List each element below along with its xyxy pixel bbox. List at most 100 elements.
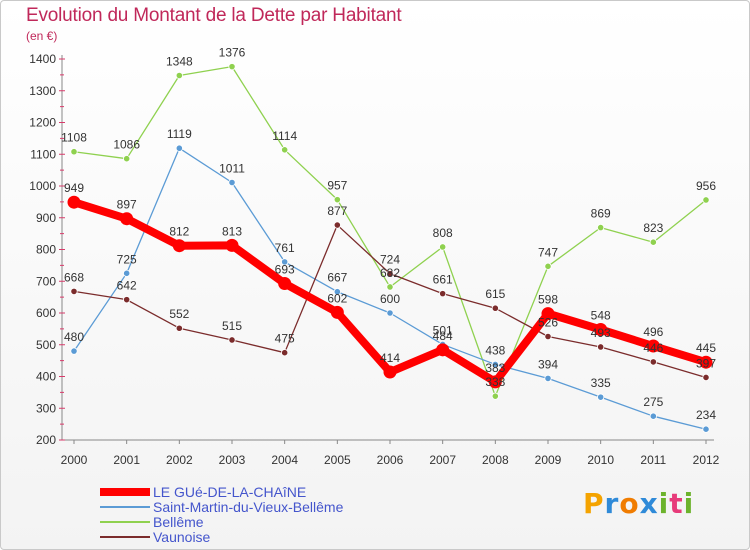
data-label: 548 bbox=[591, 309, 611, 323]
data-point bbox=[228, 63, 236, 71]
data-label: 949 bbox=[64, 181, 84, 195]
data-point bbox=[702, 373, 710, 382]
data-label: 812 bbox=[169, 225, 189, 239]
legend-swatch bbox=[100, 536, 150, 539]
data-label: 693 bbox=[275, 262, 295, 276]
data-label: 234 bbox=[696, 408, 716, 422]
data-point bbox=[175, 71, 183, 80]
data-label: 383 bbox=[485, 361, 505, 375]
data-point bbox=[594, 323, 608, 337]
x-tick-label: 2004 bbox=[271, 453, 298, 467]
data-label: 496 bbox=[643, 325, 663, 339]
data-label: 438 bbox=[485, 343, 505, 357]
data-label: 1119 bbox=[167, 127, 192, 141]
data-point bbox=[123, 155, 131, 163]
data-label: 446 bbox=[643, 341, 663, 355]
data-point bbox=[281, 349, 289, 357]
data-point bbox=[228, 336, 236, 344]
data-point bbox=[702, 196, 710, 204]
data-label: 1011 bbox=[219, 162, 245, 176]
x-tick-label: 2003 bbox=[219, 453, 246, 467]
y-tick-label: 200 bbox=[36, 433, 56, 447]
data-label: 484 bbox=[433, 329, 453, 343]
legend: LE GUé-DE-LA-CHAîNE Saint-Martin-du-Vieu… bbox=[100, 484, 343, 544]
data-point bbox=[649, 412, 657, 420]
data-point bbox=[649, 358, 657, 366]
legend-swatch bbox=[100, 488, 150, 497]
data-label: 552 bbox=[169, 307, 189, 321]
data-point bbox=[333, 221, 341, 229]
data-label: 515 bbox=[222, 319, 242, 333]
data-label: 813 bbox=[222, 224, 242, 238]
data-label: 667 bbox=[327, 271, 347, 285]
y-tick-label: 1200 bbox=[29, 116, 56, 130]
data-point bbox=[333, 196, 341, 204]
data-point bbox=[436, 343, 450, 357]
x-tick-label: 2007 bbox=[429, 453, 456, 467]
data-point bbox=[172, 239, 186, 253]
y-tick-label: 800 bbox=[36, 243, 56, 257]
data-label: 335 bbox=[591, 376, 611, 390]
data-point bbox=[544, 374, 552, 383]
y-tick-label: 500 bbox=[36, 338, 56, 352]
data-label: 602 bbox=[327, 291, 347, 305]
proxiti-logo: Proxiti bbox=[583, 487, 695, 520]
data-point bbox=[699, 355, 713, 369]
legend-label: LE GUé-DE-LA-CHAîNE bbox=[153, 483, 307, 500]
data-point bbox=[383, 365, 397, 379]
data-point bbox=[67, 195, 81, 209]
data-point bbox=[278, 276, 292, 290]
y-tick-label: 400 bbox=[36, 370, 56, 384]
data-label: 338 bbox=[485, 375, 505, 389]
y-tick-label: 1400 bbox=[29, 52, 56, 66]
data-label: 600 bbox=[380, 292, 400, 306]
data-label: 682 bbox=[380, 266, 400, 280]
unit-label: (en €) bbox=[26, 29, 58, 43]
legend-label: Vaunoise bbox=[153, 528, 211, 545]
data-point bbox=[491, 392, 499, 400]
data-point bbox=[175, 144, 183, 152]
data-label: 598 bbox=[538, 293, 558, 307]
data-label: 724 bbox=[380, 253, 400, 267]
data-label: 957 bbox=[327, 179, 347, 193]
y-tick-label: 1000 bbox=[29, 179, 56, 193]
data-point bbox=[225, 238, 239, 252]
data-label: 526 bbox=[538, 315, 558, 329]
x-tick-label: 2002 bbox=[166, 453, 193, 467]
data-label: 869 bbox=[591, 207, 611, 221]
data-label: 1114 bbox=[272, 129, 297, 143]
y-tick-label: 1300 bbox=[29, 84, 56, 98]
data-point bbox=[544, 262, 552, 270]
data-label: 747 bbox=[538, 245, 558, 259]
data-label: 808 bbox=[433, 226, 453, 240]
data-label: 661 bbox=[433, 273, 453, 287]
data-label: 275 bbox=[643, 395, 663, 409]
data-point bbox=[386, 270, 394, 278]
data-point bbox=[597, 343, 605, 351]
x-tick-label: 2000 bbox=[61, 453, 88, 467]
data-point bbox=[330, 305, 344, 319]
data-point bbox=[597, 393, 605, 401]
data-point bbox=[386, 283, 394, 291]
legend-swatch bbox=[100, 521, 150, 524]
x-tick-label: 2006 bbox=[377, 453, 404, 467]
data-point bbox=[228, 178, 236, 187]
data-label: 493 bbox=[591, 326, 611, 340]
x-tick-label: 2001 bbox=[113, 453, 140, 467]
x-tick-label: 2009 bbox=[535, 453, 562, 467]
x-tick-label: 2010 bbox=[587, 453, 614, 467]
data-point bbox=[281, 146, 289, 154]
data-point bbox=[123, 296, 131, 304]
data-label: 501 bbox=[433, 323, 453, 337]
data-point bbox=[123, 269, 131, 277]
data-point bbox=[70, 148, 78, 156]
y-tick-label: 700 bbox=[36, 274, 56, 288]
x-tick-label: 2012 bbox=[693, 453, 720, 467]
data-label: 414 bbox=[380, 351, 400, 365]
data-point bbox=[70, 287, 78, 296]
y-tick-label: 1100 bbox=[30, 147, 56, 161]
data-label: 475 bbox=[275, 332, 295, 346]
data-point bbox=[120, 212, 134, 226]
data-label: 642 bbox=[117, 279, 137, 293]
